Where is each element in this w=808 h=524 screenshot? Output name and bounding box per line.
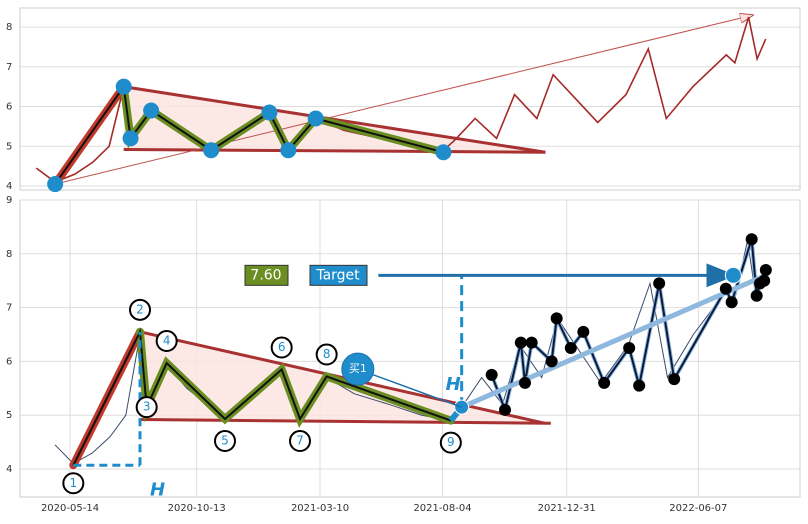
swing-point bbox=[725, 296, 738, 309]
x-tick-label: 2021-03-10 bbox=[291, 503, 349, 514]
swing-point bbox=[545, 355, 558, 368]
h-label: H bbox=[446, 374, 461, 395]
target-name-box bbox=[309, 264, 368, 286]
point-label: 9 bbox=[447, 435, 455, 449]
x-tick-label: 2020-10-13 bbox=[168, 503, 226, 514]
buy-pointer bbox=[357, 368, 462, 408]
pattern-line bbox=[72, 328, 452, 466]
y-tick-label: 7 bbox=[6, 303, 12, 314]
swing-point bbox=[623, 341, 636, 354]
swing-point bbox=[598, 376, 611, 389]
point-label: 4 bbox=[163, 334, 171, 348]
triangle-upper bbox=[139, 330, 546, 425]
point-marker bbox=[270, 336, 293, 359]
triangle-lower bbox=[139, 418, 551, 425]
y-tick-label: 8 bbox=[6, 249, 12, 260]
y-tick-label: 7 bbox=[6, 62, 12, 73]
y-tick-label: 6 bbox=[6, 102, 12, 113]
point-label: 8 bbox=[323, 347, 331, 361]
point-marker bbox=[155, 330, 178, 353]
buy-label: 买1 bbox=[349, 362, 367, 375]
swing-point bbox=[719, 282, 732, 295]
swing-point bbox=[758, 274, 771, 287]
point-label: 6 bbox=[278, 340, 286, 354]
y-tick-label: 8 bbox=[6, 22, 12, 33]
pattern-point bbox=[115, 78, 132, 95]
swing-point bbox=[633, 379, 646, 392]
pattern-point bbox=[261, 104, 278, 121]
x-tick-label: 2022-06-07 bbox=[669, 503, 727, 514]
target-value: 7.60 bbox=[250, 267, 281, 283]
y-tick-label: 5 bbox=[6, 410, 12, 421]
point-marker bbox=[214, 429, 236, 452]
point-label: 1 bbox=[70, 476, 78, 490]
y-tick-label: 4 bbox=[6, 464, 12, 475]
swing-point bbox=[499, 403, 511, 416]
pattern-point bbox=[435, 144, 452, 161]
pattern-point bbox=[307, 110, 324, 127]
pattern-point bbox=[122, 130, 139, 147]
swing-point bbox=[550, 312, 563, 325]
swing-point bbox=[519, 376, 531, 389]
breakout-line bbox=[460, 273, 767, 410]
plot-area bbox=[19, 199, 801, 498]
y-tick-label: 9 bbox=[6, 195, 12, 206]
swing-point bbox=[745, 233, 758, 246]
y-tick-label: 4 bbox=[6, 181, 12, 192]
point-marker bbox=[129, 298, 151, 321]
buy-bubble bbox=[341, 352, 375, 386]
point-marker bbox=[135, 396, 158, 419]
x-tick-label: 2021-12-31 bbox=[538, 503, 596, 514]
h-label: H bbox=[150, 479, 165, 500]
point-label: 3 bbox=[143, 400, 151, 414]
pattern-point bbox=[143, 102, 160, 119]
pattern-point bbox=[203, 142, 220, 159]
swing-point bbox=[759, 263, 772, 276]
x-tick-label: 2020-05-14 bbox=[41, 503, 99, 514]
target-name: Target bbox=[315, 267, 360, 283]
point-label: 7 bbox=[296, 433, 304, 447]
swing-point bbox=[653, 277, 666, 290]
y-tick-label: 6 bbox=[6, 356, 12, 367]
swing-point bbox=[564, 341, 577, 354]
point-label: 5 bbox=[221, 433, 229, 447]
projection-arrow bbox=[55, 15, 753, 185]
y-tick-label: 5 bbox=[6, 141, 12, 152]
swing-point bbox=[750, 289, 763, 302]
pattern-point bbox=[47, 176, 64, 193]
swing-point bbox=[525, 336, 538, 349]
target-value-box bbox=[244, 264, 289, 286]
swing-point bbox=[668, 373, 681, 386]
point-marker bbox=[315, 343, 338, 366]
target-point bbox=[724, 266, 742, 284]
swing-point bbox=[577, 325, 590, 338]
swing-point bbox=[485, 368, 498, 381]
x-tick-label: 2021-08-04 bbox=[413, 503, 471, 514]
swing-point bbox=[514, 336, 527, 349]
point-marker bbox=[289, 429, 311, 452]
point-label: 2 bbox=[136, 302, 144, 316]
point-marker bbox=[62, 472, 85, 495]
point-marker bbox=[439, 431, 462, 454]
pattern-point bbox=[280, 142, 297, 159]
